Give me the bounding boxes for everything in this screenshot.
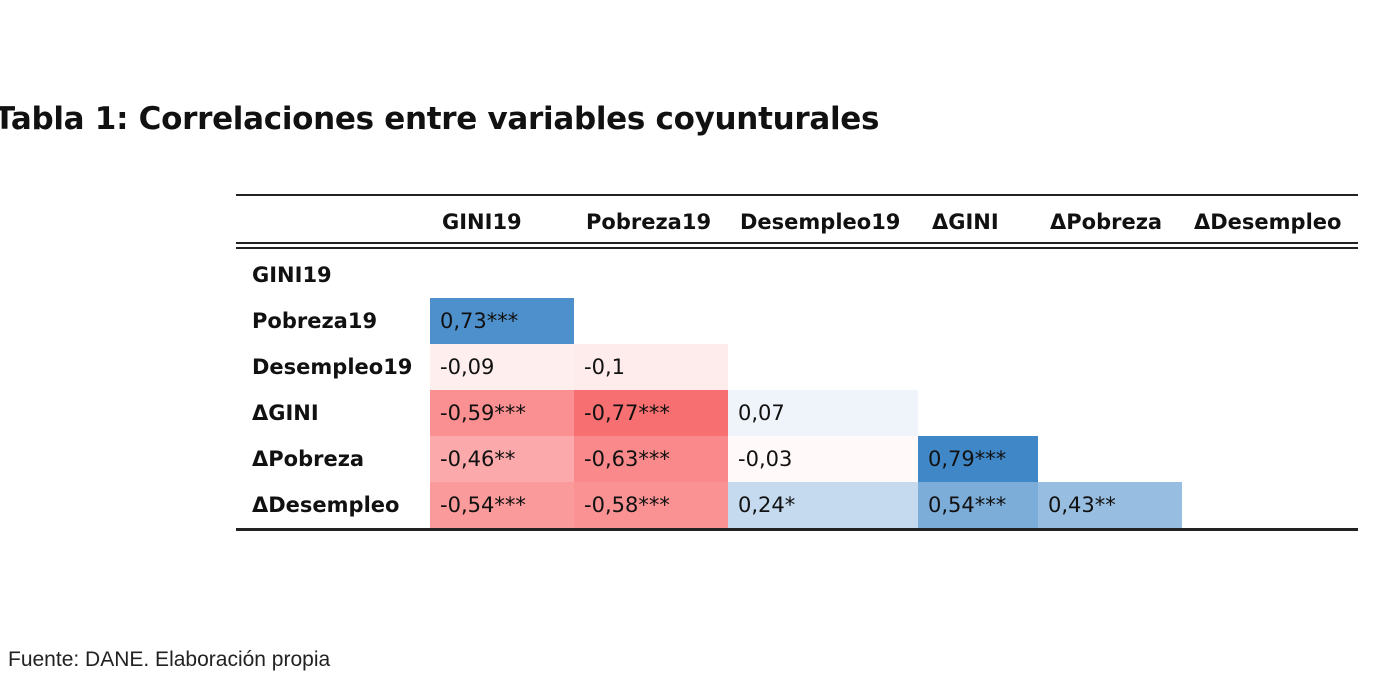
- correlation-cell: -0,03: [728, 436, 918, 482]
- column-header: Desempleo19: [740, 210, 901, 234]
- row-label: Desempleo19: [252, 355, 413, 379]
- column-header: Pobreza19: [586, 210, 712, 234]
- source-note: Fuente: DANE. Elaboración propia: [8, 648, 331, 671]
- correlation-cell: -0,09: [430, 344, 574, 390]
- row-label: GINI19: [252, 263, 332, 287]
- correlation-cell: 0,79***: [918, 436, 1038, 482]
- table-title: Tabla 1: Correlaciones entre variables c…: [0, 101, 880, 137]
- row-label: ΔPobreza: [252, 447, 365, 471]
- correlation-cell: -0,46**: [430, 436, 574, 482]
- correlation-cell: 0,24*: [728, 482, 918, 528]
- column-header: ΔPobreza: [1050, 210, 1163, 234]
- column-header: ΔGINI: [932, 210, 999, 234]
- row-label: Pobreza19: [252, 309, 378, 333]
- correlation-cell: 0,54***: [918, 482, 1038, 528]
- row-label: ΔGINI: [252, 401, 319, 425]
- correlation-cell: 0,43**: [1038, 482, 1182, 528]
- header-double-rule-upper: [236, 242, 1358, 244]
- table-top-rule: [236, 194, 1358, 196]
- correlation-cell: 0,73***: [430, 298, 574, 344]
- correlation-cell: -0,63***: [574, 436, 728, 482]
- header-double-rule-lower: [236, 247, 1358, 249]
- correlation-cell: -0,59***: [430, 390, 574, 436]
- correlation-cell: -0,54***: [430, 482, 574, 528]
- table-bottom-rule: [236, 528, 1358, 531]
- column-header: ΔDesempleo: [1194, 210, 1342, 234]
- correlation-cell: -0,1: [574, 344, 728, 390]
- correlation-cell: 0,07: [728, 390, 918, 436]
- correlation-cell: -0,77***: [574, 390, 728, 436]
- row-label: ΔDesempleo: [252, 493, 400, 517]
- column-header: GINI19: [442, 210, 522, 234]
- correlation-cell: -0,58***: [574, 482, 728, 528]
